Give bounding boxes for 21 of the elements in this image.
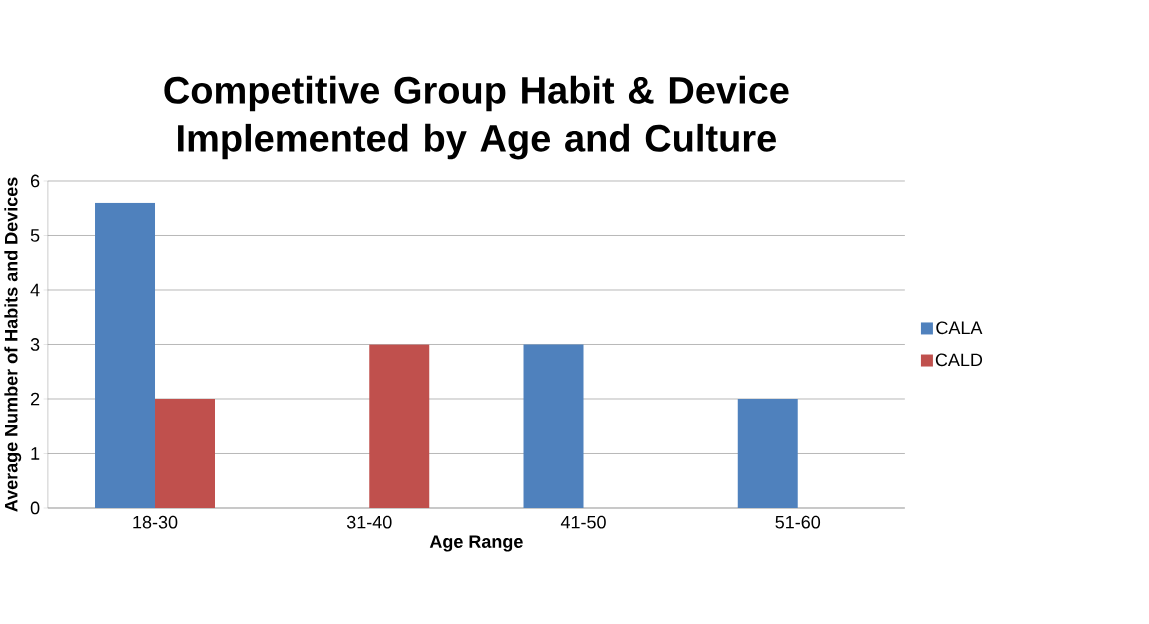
bar [155, 398, 215, 508]
y-axis-title: Average Number of Habits and Devices [4, 177, 22, 512]
x-tick-label: 41-50 [560, 515, 606, 529]
y-tick-label: 4 [30, 283, 40, 297]
x-tick-label: 51-60 [775, 515, 821, 529]
y-tick-label: 3 [30, 338, 40, 351]
y-tick-label: 1 [31, 447, 40, 460]
x-tick-label: 31-40 [346, 515, 392, 529]
legend-label: CALD [935, 353, 983, 367]
y-tick-label: 2 [30, 392, 40, 406]
bar [737, 398, 798, 508]
bar [369, 344, 430, 508]
x-tick-label: 18-30 [133, 515, 178, 529]
bar [523, 344, 584, 508]
y-tick-label: 5 [30, 229, 40, 242]
legend-label: CALA [936, 321, 983, 335]
chart-title: Competitive Group Habit & Device Implemented by Age and Culture [164, 75, 789, 160]
x-axis-title: Age Range [429, 535, 523, 552]
bar [95, 202, 156, 508]
y-tick-label: 6 [30, 174, 40, 188]
y-tick-label: 0 [30, 501, 40, 515]
